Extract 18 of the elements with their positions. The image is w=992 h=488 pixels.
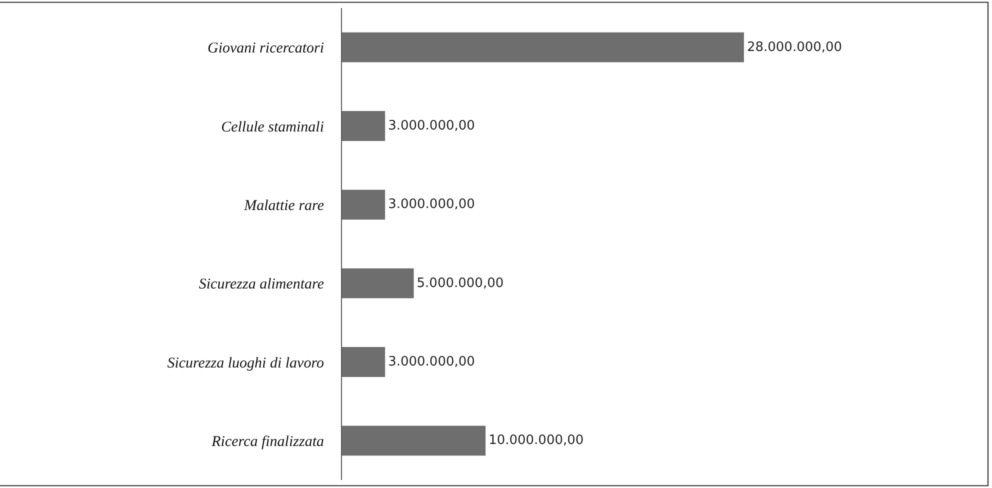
data-label: 3.000.000,00 bbox=[388, 118, 475, 134]
y-tick-label: Ricerca finalizzata bbox=[210, 434, 324, 450]
data-label: 3.000.000,00 bbox=[388, 197, 475, 212]
data-label: 5.000.000,00 bbox=[416, 276, 504, 291]
bar bbox=[342, 111, 386, 141]
bar bbox=[342, 426, 486, 456]
data-label: 10.000.000,00 bbox=[488, 433, 584, 448]
bar bbox=[342, 268, 414, 298]
data-label: 28.000.000,00 bbox=[746, 40, 842, 55]
bar bbox=[342, 190, 386, 220]
y-tick-label: Sicurezza alimentare bbox=[198, 276, 324, 293]
y-tick-label: Malattie rare bbox=[243, 198, 324, 214]
data-label: 3.000.000,00 bbox=[388, 354, 475, 370]
bar bbox=[342, 347, 386, 377]
y-tick-label: Sicurezza luoghi di lavoro bbox=[167, 355, 324, 372]
bar bbox=[342, 32, 744, 62]
y-tick-label: Cellule staminali bbox=[221, 119, 324, 136]
y-tick-label: Giovani ricercatori bbox=[207, 40, 324, 57]
